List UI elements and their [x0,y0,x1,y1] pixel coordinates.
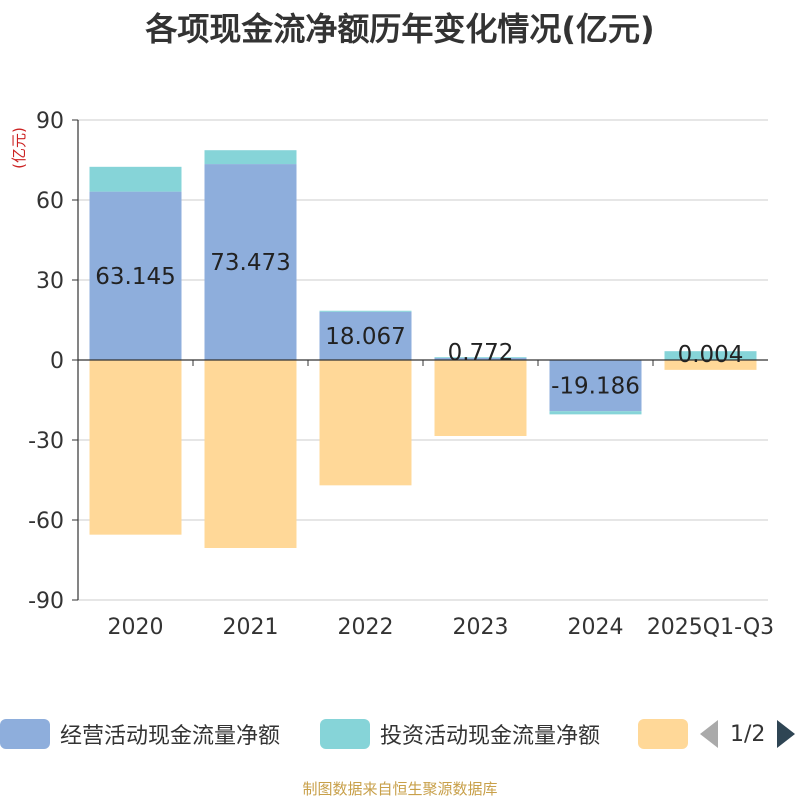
y-tick-label: 90 [36,109,64,134]
data-label-2025Q1-Q3: 0.004 [678,342,744,368]
bar-2020-series-0 [89,191,182,360]
y-tick-label: 30 [36,269,64,294]
label-layer: 63.145 73.473 18.067 0.772 -19.186 0.004 [95,250,743,400]
legend-pager: 1/2 [700,716,796,752]
y-tick-label: -60 [28,509,64,534]
bar-2020-series-1 [89,166,182,192]
legend-swatch-financing [638,719,688,749]
bar-2023-series-1 [434,357,527,358]
y-axis-unit-label: (亿元) [10,127,28,169]
bar-2024-series-0 [549,360,642,412]
bar-2022-series-0 [319,311,412,360]
bar-2021-series-1 [204,150,297,165]
bar-2021-series-2 [204,360,297,548]
data-label-2022: 18.067 [325,324,405,350]
bar-2020-series-2 [89,360,182,535]
y-tick-label: -30 [28,429,64,454]
pager-next-icon[interactable] [777,720,796,748]
bar-2025Q1-Q3-series-2 [664,360,757,370]
legend-label-investing: 投资活动现金流量净额 [380,724,601,749]
bar-2021-series-0 [204,164,297,360]
data-label-2020: 63.145 [95,264,175,290]
legend-swatch-investing [320,719,370,749]
x-tick-label: 2021 [223,615,279,640]
bar-2023-series-0 [434,357,527,360]
y-tick-label: -90 [28,589,64,614]
x-tick-label: 2020 [108,615,164,640]
legend-item-financing[interactable] [638,716,688,752]
pager-prev-icon[interactable] [700,720,718,748]
y-tick-label: 60 [36,189,64,214]
bar-2024-series-1 [549,411,642,415]
x-tick-label: 2022 [338,615,394,640]
stacked-bar-chart: 90 60 30 0 -30 -60 -90 (亿元) 2020 2021 2022 2023 2024… [10,109,774,640]
bar-2022-series-1 [319,310,412,312]
data-label-2021: 73.473 [210,250,290,276]
legend-label-operating: 经营活动现金流量净额 [60,724,281,749]
x-tick-label: 2025Q1-Q3 [647,615,774,640]
legend-item-investing[interactable]: 投资活动现金流量净额 [320,716,600,752]
y-tick-label: 0 [50,349,64,374]
bar-2023-series-2 [434,360,527,436]
legend-item-operating[interactable]: 经营活动现金流量净额 [0,716,280,752]
bar-2025Q1-Q3-series-1 [664,351,757,360]
axis-layer: 90 60 30 0 -30 -60 -90 (亿元) 2020 2021 2022 2023 2024… [10,109,774,640]
legend: 经营活动现金流量净额 投资活动现金流量净额 [0,716,800,752]
chart-title: 各项现金流净额历年变化情况(亿元) [145,10,655,48]
data-label-2023: 0.772 [448,340,514,366]
data-label-2024: -19.186 [551,374,640,400]
bar-layer [89,150,757,548]
pager-page-text: 1/2 [730,721,766,747]
x-tick-label: 2024 [568,615,624,640]
legend-swatch-operating [0,719,50,749]
source-note: 制图数据来自恒生聚源数据库 [302,780,498,798]
x-tick-label: 2023 [453,615,509,640]
bar-2022-series-2 [319,360,412,486]
